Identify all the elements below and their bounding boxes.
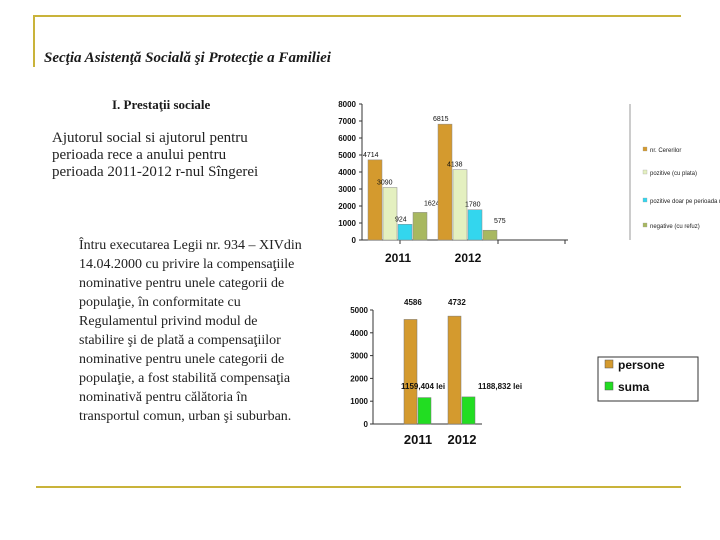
y-tick-label: 5000 (338, 151, 356, 160)
bar (467, 209, 483, 241)
legend-swatch (604, 381, 614, 391)
y-tick-label: 0 (352, 236, 357, 245)
x-category-label: 2012 (448, 432, 477, 447)
data-label: 3090 (377, 179, 393, 186)
y-tick-label: 8000 (338, 100, 356, 109)
text-line: Ajutorul social si ajutorul pentru (52, 130, 248, 146)
data-label: 1780 (465, 202, 481, 209)
text-line: Regulamentul privind modul de (79, 314, 258, 329)
text-line: populaţie, a fost stabilită compensaţia (79, 371, 291, 386)
data-label: 4138 (447, 162, 463, 169)
data-label: 4732 (448, 298, 466, 307)
data-label: 6815 (433, 116, 449, 123)
bar (417, 397, 432, 425)
y-tick-label: 0 (364, 420, 369, 429)
bar (403, 319, 418, 425)
y-tick-label: 2000 (338, 202, 356, 211)
y-tick-label: 1000 (338, 219, 356, 228)
legend-box (597, 356, 699, 402)
bar (397, 224, 413, 241)
x-category-label: 2011 (385, 251, 411, 265)
bar (482, 229, 498, 241)
bar (382, 187, 398, 241)
y-tick-label: 4000 (350, 329, 368, 338)
frame-top-line (33, 15, 681, 17)
data-label: 575 (494, 218, 506, 225)
y-tick-label: 5000 (350, 306, 368, 315)
data-label: 4586 (404, 298, 422, 307)
x-category-label: 2012 (455, 251, 482, 265)
legend-swatch (642, 222, 648, 228)
legend-swatch (642, 197, 648, 203)
legend-label: pozitive doar pe perioada rece a anului (650, 199, 720, 205)
y-tick-label: 3000 (350, 352, 368, 361)
y-tick-label: 3000 (338, 185, 356, 194)
bar (447, 315, 462, 425)
legend-swatch (642, 146, 648, 152)
y-tick-label: 4000 (338, 168, 356, 177)
bar (412, 212, 428, 241)
x-category-label: 2011 (404, 432, 432, 447)
bar (437, 123, 453, 241)
data-label: 1624 (424, 200, 440, 207)
legend-label: nr. Cererilor (650, 148, 681, 154)
text-line: Întru executarea Legii nr. 934 – XIVdin (79, 238, 302, 253)
data-label: 4714 (363, 152, 379, 159)
frame-left-line (33, 15, 35, 67)
legend-swatch (604, 359, 614, 369)
text-line: stabilire şi de plată a compensaţiilor (79, 333, 281, 348)
text-line: nominative pentru unele categorii de (79, 276, 285, 291)
bar (367, 159, 383, 241)
text-block-compensation: Întru executarea Legii nr. 934 – XIVdin … (79, 236, 341, 426)
y-tick-label: 7000 (338, 117, 356, 126)
text-block-social-aid: Ajutorul social si ajutorul pentru perio… (52, 130, 302, 181)
text-line: nominativă pentru călătoria în (79, 390, 248, 405)
text-line: perioada rece a anului pentru (52, 147, 227, 163)
bar (452, 169, 468, 241)
page-title: Secţia Asistenţă Socială şi Protecţie a … (44, 50, 331, 66)
section-subtitle: I. Prestaţii sociale (112, 97, 211, 112)
y-tick-label: 6000 (338, 134, 356, 143)
data-label: 924 (395, 216, 407, 223)
frame-bottom-line (36, 486, 681, 488)
text-line: perioada 2011-2012 r-nul Sîngerei (52, 164, 259, 180)
legend-label: pozitive (cu plata) (650, 171, 697, 177)
text-line: 14.04.2000 cu privire la compensaţiile (79, 257, 295, 272)
bar (461, 396, 476, 425)
y-tick-label: 1000 (350, 397, 368, 406)
legend-label: negative (cu refuz) (650, 224, 700, 230)
legend-label: suma (618, 380, 650, 394)
text-line: populaţie, în conformitate cu (79, 295, 241, 310)
text-line: nominative pentru unele categorii de (79, 352, 285, 367)
data-label: 1159,404 lei (401, 382, 445, 391)
text-line: transportul comun, urban şi suburban. (79, 409, 292, 424)
y-tick-label: 2000 (350, 374, 368, 383)
legend-label: persone (618, 358, 665, 372)
data-label: 1188,832 lei (478, 382, 522, 391)
legend-swatch (642, 169, 648, 175)
